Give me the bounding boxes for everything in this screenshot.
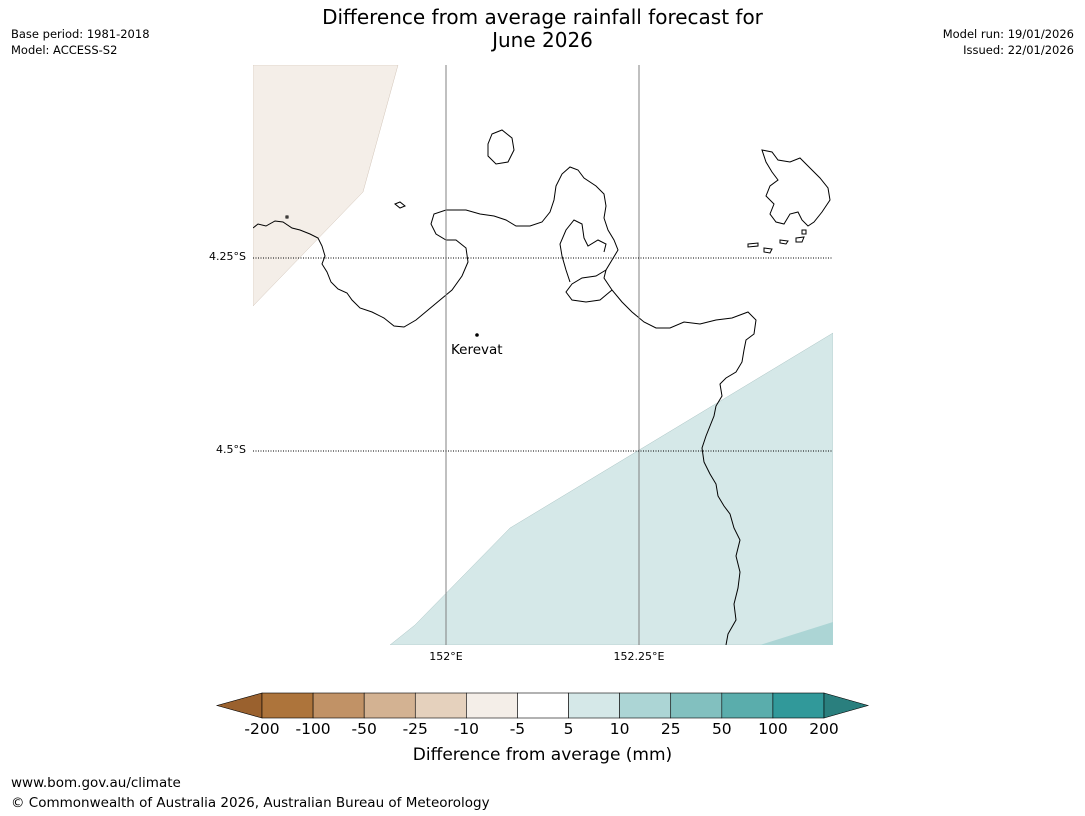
issued-text: Issued: 22/01/2026 <box>963 43 1074 57</box>
colorbar-tick-label: 25 <box>660 720 681 738</box>
meta-left: Base period: 1981-2018 Model: ACCESS-S2 <box>11 26 150 58</box>
colorbar-segment <box>772 692 825 719</box>
title-line-1: Difference from average rainfall forecas… <box>322 5 763 29</box>
meta-right: Model run: 19/01/2026 Issued: 22/01/2026 <box>943 26 1074 58</box>
place-label-kerevat: Kerevat <box>451 342 503 358</box>
colorbar-segment <box>619 692 672 719</box>
colorbar-segment <box>670 692 723 719</box>
lat-label-4-25: 4.25°S <box>209 250 246 263</box>
below-average-region <box>253 65 399 307</box>
colorbar-tick-label: 100 <box>758 720 788 738</box>
colorbar-title: Difference from average (mm) <box>412 745 673 765</box>
lon-label-152: 152°E <box>429 650 463 663</box>
map-title: Difference from average rainfall forecas… <box>0 6 1085 52</box>
colorbar-segment <box>466 692 518 719</box>
lon-label-152-25: 152.25°E <box>613 650 665 663</box>
colorbar-segment <box>414 692 467 719</box>
island-north <box>487 129 515 165</box>
map-frame <box>253 65 833 645</box>
model-run-text: Model run: 19/01/2026 <box>942 27 1074 41</box>
colorbar-tick-label: 200 <box>809 720 839 738</box>
island-small-1 <box>747 242 759 248</box>
island-small-3 <box>779 229 807 245</box>
islet-west-2 <box>285 215 289 219</box>
island-small-2 <box>763 247 773 254</box>
colorbar-segment <box>261 692 314 719</box>
above-average-region-light <box>389 332 833 645</box>
colorbar-segment <box>568 692 620 719</box>
title-line-2: June 2026 <box>492 28 593 52</box>
footer-copyright: © Commonwealth of Australia 2026, Austra… <box>11 795 490 811</box>
colorbar-tick-label: -25 <box>402 720 428 738</box>
colorbar-tick-label: -50 <box>351 720 377 738</box>
coastline-main <box>253 166 757 645</box>
base-period-text: Base period: 1981-2018 <box>11 27 150 41</box>
kerevat-marker <box>475 333 479 337</box>
colorbar-tick-label: -10 <box>453 720 480 738</box>
colorbar-tick-label: 50 <box>711 720 732 738</box>
colorbar-tick-label: 10 <box>609 720 630 738</box>
colorbar <box>215 692 870 719</box>
colorbar-tick-label: -100 <box>295 720 331 738</box>
colorbar-segment <box>363 692 416 719</box>
coastline-bay <box>559 219 613 303</box>
above-average-region-mid <box>760 622 833 645</box>
colorbar-segment <box>517 692 569 719</box>
colorbar-tick-label: -5 <box>509 720 526 738</box>
colorbar-segment <box>312 692 365 719</box>
colorbar-segment <box>721 692 774 719</box>
colorbar-tick-label: 5 <box>563 720 574 738</box>
colorbar-extend-low <box>215 692 263 719</box>
footer-website: www.bom.gov.au/climate <box>11 775 181 791</box>
model-text: Model: ACCESS-S2 <box>11 43 118 57</box>
colorbar-tick-label: -200 <box>244 720 280 738</box>
islet-west <box>394 201 406 209</box>
island-group-east <box>761 149 831 227</box>
colorbar-extend-high <box>823 692 870 719</box>
lat-label-4-5: 4.5°S <box>216 443 246 456</box>
